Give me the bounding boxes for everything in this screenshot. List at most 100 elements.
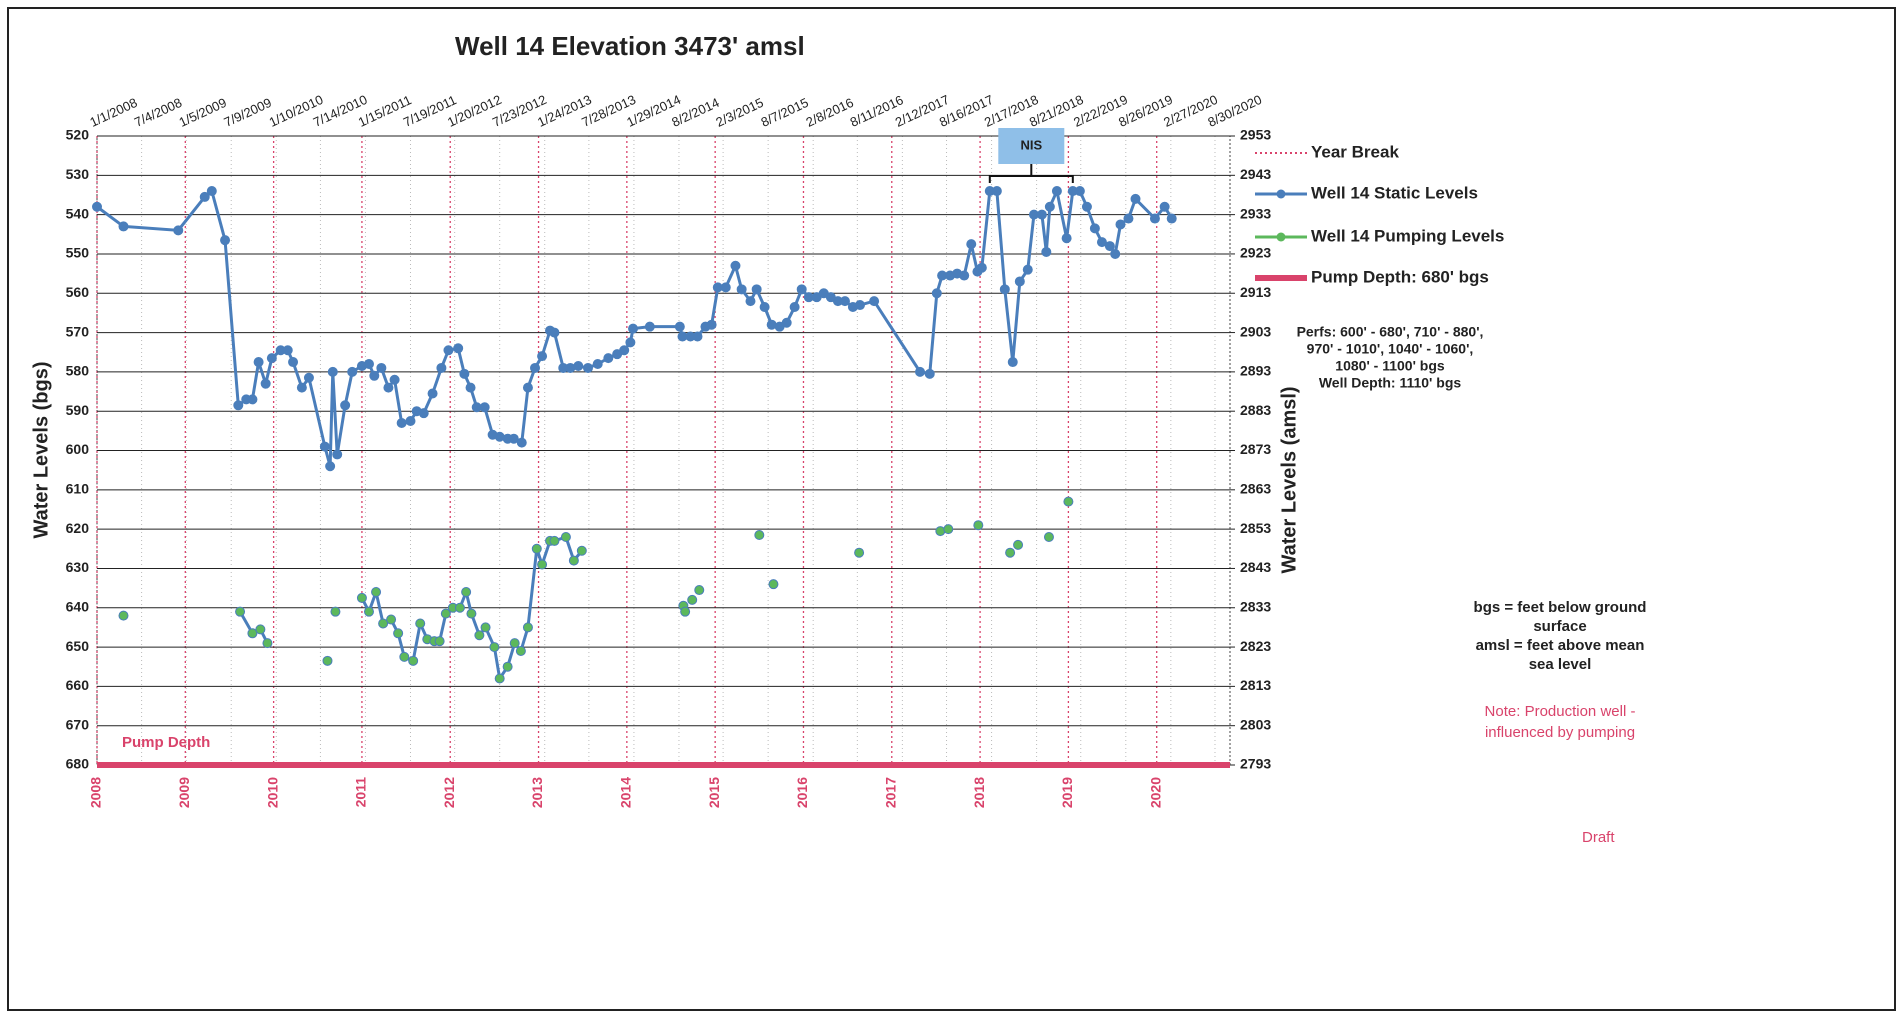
- frame: [7, 7, 1896, 1011]
- note: 1080' - 1100' bgs: [1335, 358, 1445, 374]
- series-point: [931, 288, 942, 299]
- series-point: [745, 296, 756, 307]
- series-point: [781, 317, 792, 328]
- series-point: [405, 416, 416, 427]
- series-point: [173, 225, 184, 236]
- series-point: [408, 655, 419, 666]
- legend-label: Year Break: [1311, 142, 1399, 161]
- series-point: [537, 351, 548, 362]
- series-point: [378, 618, 389, 629]
- series-point: [454, 602, 465, 613]
- y2-tick-label: 2853: [1240, 520, 1271, 536]
- series-point: [288, 357, 299, 368]
- series-point: [1061, 233, 1072, 244]
- series-point: [319, 441, 330, 452]
- x-tick-label: 2011: [353, 777, 369, 808]
- series-point: [260, 378, 271, 389]
- series-point: [1104, 241, 1115, 252]
- series-point: [427, 388, 438, 399]
- series-point: [253, 357, 264, 368]
- definition: sea level: [1529, 656, 1592, 673]
- y-tick-label: 680: [66, 756, 90, 772]
- y-tick-label: 550: [66, 245, 90, 261]
- series-point: [376, 362, 387, 373]
- series-point: [255, 624, 266, 635]
- series-point: [959, 270, 970, 281]
- series-point: [1051, 186, 1062, 197]
- series-point: [869, 296, 880, 307]
- x-tick-label: 2020: [1147, 777, 1163, 808]
- series-point: [440, 608, 451, 619]
- series-point: [247, 394, 258, 405]
- y-tick-label: 670: [66, 716, 90, 732]
- series-point: [363, 359, 374, 370]
- series-point: [199, 191, 210, 202]
- y2-tick-label: 2893: [1240, 363, 1271, 379]
- production-note: Note: Production well -: [1485, 703, 1636, 720]
- series-point: [262, 638, 273, 649]
- series-point: [768, 579, 779, 590]
- series-point: [363, 606, 374, 617]
- series-point: [759, 302, 770, 313]
- series-point: [576, 545, 587, 556]
- definition: surface: [1533, 618, 1586, 635]
- series-point: [751, 284, 762, 295]
- series-point: [966, 239, 977, 250]
- y2-tick-label: 2953: [1240, 127, 1271, 143]
- series-point: [628, 323, 639, 334]
- x-tick-label: 2009: [176, 777, 192, 808]
- series-point: [347, 366, 358, 377]
- y-axis-label: Water Levels (bgs): [30, 361, 52, 538]
- nis-bracket: [988, 164, 1074, 183]
- series-point: [396, 417, 407, 428]
- series-point: [736, 284, 747, 295]
- note: Well Depth: 1110' bgs: [1319, 375, 1462, 391]
- series-point: [474, 630, 485, 641]
- y2-tick-label: 2873: [1240, 441, 1271, 457]
- series-point: [509, 638, 520, 649]
- series-point: [480, 622, 491, 633]
- series-point: [573, 360, 584, 371]
- series-point: [92, 201, 102, 212]
- series-point: [592, 359, 603, 370]
- series-point: [924, 368, 935, 379]
- x-tick-label: 2017: [882, 777, 898, 808]
- series-point: [459, 368, 470, 379]
- x-tick-label: 2016: [794, 777, 810, 808]
- series-point: [1096, 237, 1107, 248]
- series-point: [999, 284, 1010, 295]
- series-point: [418, 408, 429, 419]
- series-point: [531, 543, 542, 554]
- legend-swatch: [1276, 232, 1286, 242]
- y-tick-label: 650: [66, 638, 90, 654]
- series-point: [1063, 496, 1074, 507]
- series-point: [1013, 539, 1024, 550]
- x-tick-label: 2018: [971, 777, 987, 808]
- series-point: [1043, 531, 1054, 542]
- series-point: [466, 608, 477, 619]
- series-point: [692, 331, 703, 342]
- x-tick-label: 2013: [529, 777, 545, 808]
- series-point: [854, 300, 865, 311]
- series-point: [687, 594, 698, 605]
- definition: amsl = feet above mean: [1476, 637, 1645, 654]
- legend-label: Pump Depth: 680' bgs: [1311, 267, 1489, 286]
- y2-axis-label: Water Levels (amsl): [1278, 386, 1300, 573]
- series-line: [96, 186, 1174, 467]
- series-point: [508, 433, 519, 444]
- series-point: [340, 400, 351, 411]
- note: 970' - 1010', 1040' - 1060',: [1307, 341, 1474, 357]
- y-tick-label: 520: [66, 127, 90, 143]
- y2-tick-label: 2883: [1240, 402, 1271, 418]
- y2-tick-label: 2903: [1240, 323, 1271, 339]
- series-point: [327, 366, 338, 377]
- series-point: [479, 402, 490, 413]
- nis-label: NIS: [1020, 137, 1042, 152]
- y2-tick-label: 2823: [1240, 638, 1271, 654]
- y-tick-label: 620: [66, 520, 90, 536]
- note: Perfs: 600' - 680', 710' - 880',: [1297, 324, 1484, 340]
- series-point: [322, 655, 333, 666]
- series-point: [754, 530, 765, 541]
- y2-tick-label: 2803: [1240, 716, 1271, 732]
- series-point: [434, 636, 445, 647]
